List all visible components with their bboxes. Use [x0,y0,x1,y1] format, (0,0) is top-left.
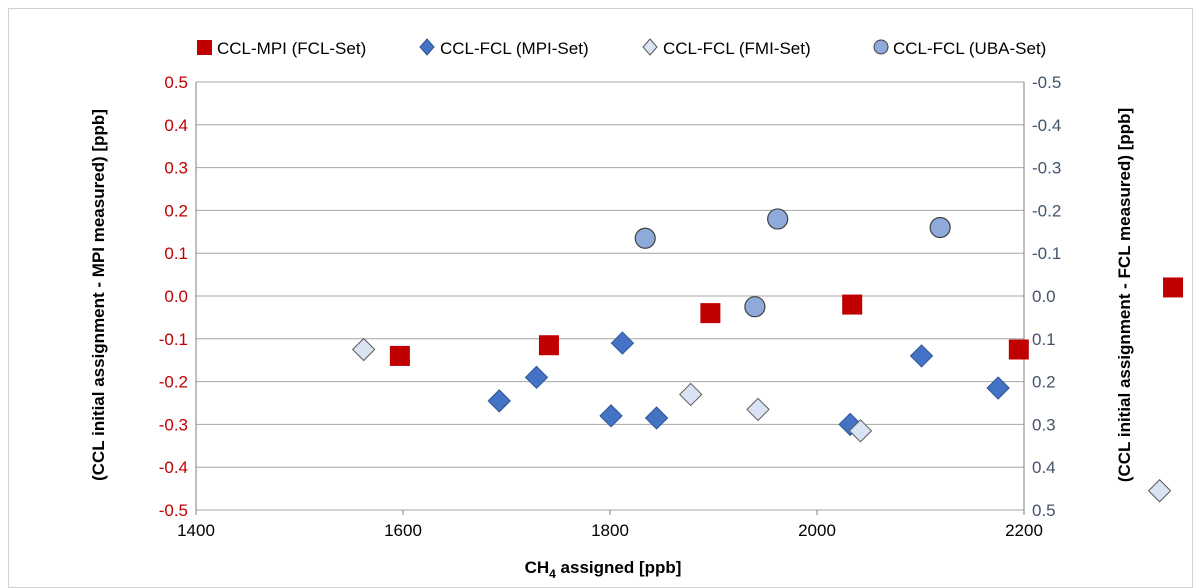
y-tick-label-left: 0.0 [164,287,188,306]
legend-marker-square [197,40,212,55]
legend-item-series-2: CCL-FCL (MPI-Set) [419,38,589,58]
y-tick-label-right: 0.0 [1032,287,1056,306]
data-point-diamond [1147,479,1172,503]
y-tick-label-left: -0.1 [159,330,188,349]
y-tick-label-left: 0.1 [164,244,188,263]
data-point-diamond [487,389,511,413]
x-tick-label: 1800 [591,521,629,540]
data-points [351,208,1184,503]
legend: CCL-MPI (FCL-Set) CCL-FCL (MPI-Set) CCL-… [197,38,1046,58]
data-point-diamond [644,406,669,430]
legend-marker-circle [873,39,889,55]
legend-label-series-1: CCL-MPI (FCL-Set) [217,39,366,58]
data-point-diamond [599,404,623,428]
data-point-circle [744,296,766,318]
data-point-square [389,345,410,366]
legend-label-series-2: CCL-FCL (MPI-Set) [440,39,589,58]
y-tick-label-right: 0.3 [1032,415,1056,434]
x-tick-label: 1400 [177,521,215,540]
y-tick-label-left: -0.2 [159,373,188,392]
legend-item-series-4: CCL-FCL (UBA-Set) [873,39,1046,58]
y-tick-label-right: -0.4 [1032,116,1061,135]
axes [195,82,1025,515]
x-tick-label: 2200 [1005,521,1043,540]
y-tick-label-right: -0.2 [1032,201,1061,220]
data-point-circle [767,208,789,230]
data-point-circle [929,216,951,239]
data-point-diamond [986,376,1010,400]
tick-labels: 0.5 -0.5 0.4 -0.4 0.3 -0.3 0.2 -0.2 0.1 -0.1 0.0 0.… [159,73,1062,540]
x-tick-label: 1600 [384,521,422,540]
y-tick-label-left: 0.3 [164,159,188,178]
y-tick-label-right: -0.5 [1032,73,1061,92]
y-tick-label-left: 0.4 [164,116,188,135]
y-tick-label-right: 0.2 [1032,373,1056,392]
y-tick-label-left: 0.2 [164,201,188,220]
data-point-diamond [848,419,873,443]
y-tick-label-right: 0.1 [1032,330,1056,349]
legend-label-series-3: CCL-FCL (FMI-Set) [663,39,811,58]
legend-marker-diamond [419,38,435,56]
data-point-square [1163,277,1184,298]
legend-marker-diamond [642,38,658,56]
data-point-diamond [746,397,770,422]
data-point-diamond [524,365,549,390]
y-axis-title-left: (CCL initial assignment - MPI measured) … [89,109,108,481]
y-tick-label-right: 0.4 [1032,458,1056,477]
y-tick-label-left: 0.5 [164,73,188,92]
legend-label-series-4: CCL-FCL (UBA-Set) [893,39,1046,58]
data-point-circle [634,227,656,249]
x-tick-label: 2000 [798,521,836,540]
data-point-square [538,335,559,356]
data-point-diamond [610,331,635,355]
y-tick-label-right: 0.5 [1032,501,1056,520]
data-point-square [1008,339,1029,360]
data-point-diamond [351,337,376,362]
x-axis-title: CH4 assigned [ppb] [525,558,682,581]
y-tick-label-left: -0.3 [159,415,188,434]
data-point-square [842,294,863,315]
gridlines [196,81,1024,511]
y-tick-label-left: -0.4 [159,458,188,477]
y-axis-title-right: (CCL initial assignment - FCL measured) … [1115,108,1134,482]
y-tick-label-right: -0.1 [1032,244,1061,263]
y-tick-label-right: -0.3 [1032,159,1061,178]
data-point-diamond [909,344,934,368]
legend-item-series-3: CCL-FCL (FMI-Set) [642,38,811,58]
data-point-square [700,303,721,324]
legend-item-series-1: CCL-MPI (FCL-Set) [197,39,366,58]
y-tick-label-left: -0.5 [159,501,188,520]
chart-frame [8,8,1193,588]
data-point-diamond [679,382,703,407]
